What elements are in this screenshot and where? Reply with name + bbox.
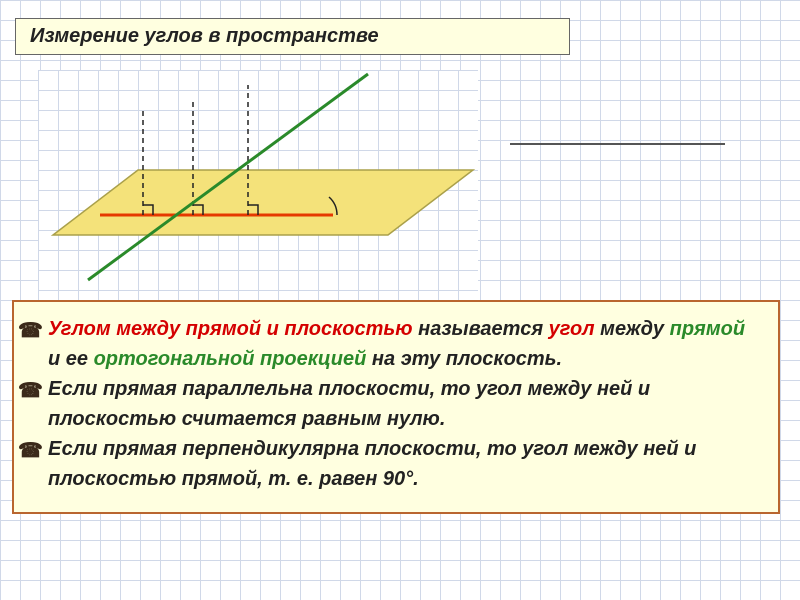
def-mid1: называется (413, 318, 549, 340)
perpendicular-paragraph: Если прямая перпендикулярна плоскости, т… (40, 434, 760, 494)
plane-polygon (53, 170, 473, 235)
underline-rule (510, 143, 725, 145)
parallel-paragraph: Если прямая параллельна плоскости, то уг… (40, 374, 760, 434)
def-word3: ортогональной проекцией (94, 348, 367, 370)
def-word2: прямой (670, 318, 745, 340)
def-mid3: и ее (48, 348, 94, 370)
text-panel: Углом между прямой и плоскостью называет… (12, 300, 780, 514)
angle-diagram (38, 70, 478, 300)
def-term: Углом между прямой и плоскостью (48, 318, 413, 340)
def-word1: угол (549, 318, 595, 340)
def-mid2: между (595, 318, 670, 340)
def-tail: на эту плоскость. (366, 348, 562, 370)
definition-paragraph: Углом между прямой и плоскостью называет… (40, 314, 760, 374)
slide-title: Измерение углов в пространстве (15, 18, 570, 55)
